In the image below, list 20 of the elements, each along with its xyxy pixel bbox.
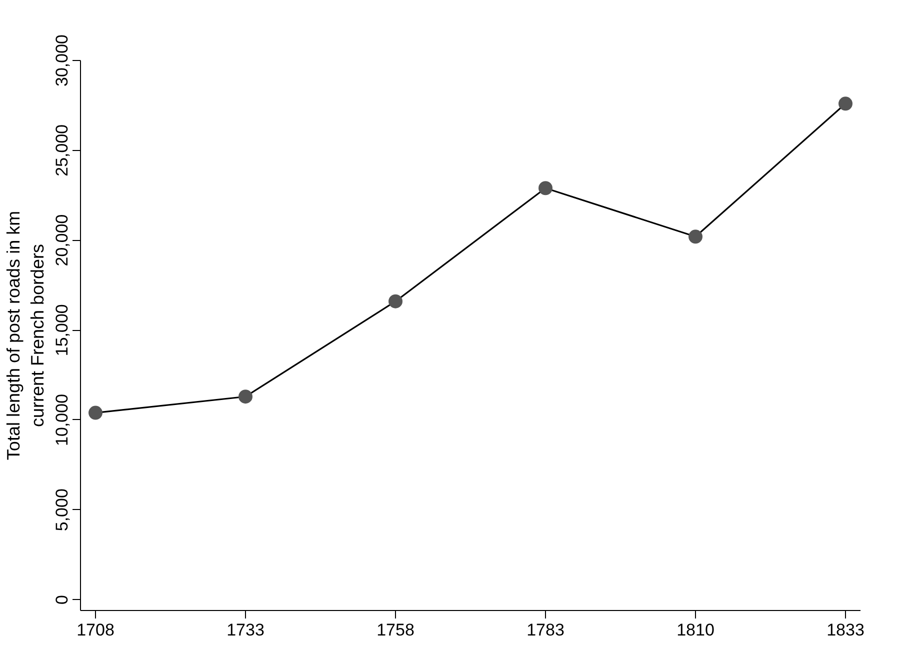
point (688, 230, 702, 244)
x-tick-label: 1708 (76, 620, 114, 640)
x-tick-label: 1810 (676, 620, 714, 640)
x-tick-label: 1833 (826, 620, 864, 640)
point (88, 406, 102, 420)
y-tick-label: 0 (52, 594, 72, 604)
x-tick-label: 1758 (376, 620, 414, 640)
y-axis-title: Total length of post roads in km current French borders (4, 210, 48, 460)
point (238, 390, 252, 404)
point (388, 294, 402, 308)
y-tick-label: 5,000 (52, 488, 72, 532)
y-tick-label: 10,000 (52, 394, 72, 446)
y-tick-label: 30,000 (52, 34, 72, 86)
x-tick-label: 1733 (226, 620, 264, 640)
y-tick-label: 25,000 (52, 124, 72, 176)
point (838, 96, 852, 111)
point (538, 181, 552, 196)
y-tick-label: 20,000 (52, 214, 72, 266)
x-tick-label: 1783 (526, 620, 564, 640)
y-tick-label: 15,000 (52, 304, 72, 356)
